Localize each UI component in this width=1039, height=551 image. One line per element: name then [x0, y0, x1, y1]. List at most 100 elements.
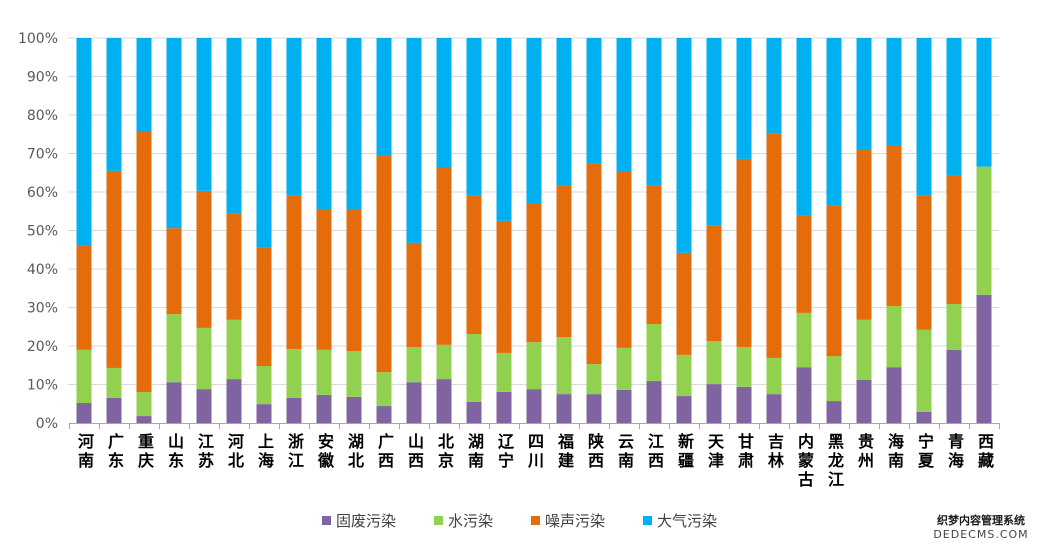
x-tick-label: 广东	[105, 433, 124, 471]
x-tick-label: 新疆	[675, 433, 694, 471]
bar-segment-s3-c17	[586, 38, 602, 164]
bar-segment-s1-c11	[406, 347, 422, 383]
legend-item-water: 水污染	[433, 510, 493, 531]
x-tick-label: 河北	[225, 433, 244, 471]
bar-segment-s2-c15	[526, 203, 542, 343]
bar-segment-s0-c26	[856, 379, 872, 423]
x-tick-label: 陕西	[585, 433, 604, 471]
bar-segment-s2-c22	[736, 158, 752, 348]
bar-segment-s3-c25	[826, 38, 842, 206]
bar-segment-s1-c13	[466, 334, 482, 402]
bar-segment-s3-c28	[916, 38, 932, 196]
bar-segment-s1-c14	[496, 352, 512, 392]
y-tick-label: 0%	[36, 416, 58, 432]
bar-segment-s3-c18	[616, 38, 632, 172]
bar-segment-s3-c7	[286, 38, 302, 196]
legend-item-air: 大气污染	[643, 510, 717, 531]
legend-swatch-solid-waste	[321, 516, 331, 525]
bar-segment-s0-c16	[556, 394, 572, 423]
bar-segment-s0-c10	[376, 406, 392, 423]
bar-segment-s2-c17	[586, 163, 602, 365]
bar-segment-s1-c26	[856, 319, 872, 380]
bar-segment-s3-c3	[166, 38, 182, 229]
legend-item-noise: 噪声污染	[531, 510, 605, 531]
bar-segment-s0-c23	[766, 394, 782, 423]
bar-segment-s2-c20	[676, 252, 692, 355]
bar-segment-s1-c16	[556, 337, 572, 395]
bar-segment-s3-c1	[106, 38, 122, 171]
legend-swatch-noise	[531, 516, 540, 525]
bar-segment-s3-c14	[496, 38, 512, 221]
bar-segment-s0-c3	[166, 382, 182, 423]
x-tick-label: 吉林	[765, 433, 784, 471]
bar-segment-s0-c14	[496, 391, 512, 423]
y-tick-label: 50%	[27, 224, 58, 240]
x-tick-label: 西藏	[975, 433, 994, 471]
bar-segment-s2-c5	[226, 213, 242, 320]
bar-segment-s0-c1	[106, 397, 122, 423]
bar-segment-s3-c16	[556, 38, 572, 186]
bar-segment-s0-c7	[286, 397, 302, 423]
x-tick-label: 山东	[165, 433, 184, 471]
bar-segment-s1-c22	[736, 347, 752, 387]
bar-segment-s3-c5	[226, 38, 242, 214]
x-tick-label: 四川	[525, 433, 544, 471]
bar-segment-s2-c12	[436, 166, 452, 345]
x-tick-label: 山西	[405, 433, 424, 471]
legend-label-solid-waste: 固废污染	[335, 512, 396, 530]
legend-swatch-water	[433, 516, 443, 525]
x-tick-label: 湖南	[465, 433, 484, 471]
x-tick-label: 青海	[945, 433, 964, 471]
bar-segment-s2-c19	[646, 185, 662, 325]
bar-segment-s3-c4	[196, 38, 212, 191]
x-tick-label: 浙江	[285, 433, 304, 471]
bar-segment-s3-c9	[346, 38, 362, 209]
bar-segment-s0-c29	[946, 349, 962, 423]
watermark-line2: DEDECMS.COM	[933, 528, 1029, 541]
legend: 固废污染 水污染 噪声污染 大气污染	[0, 510, 1039, 531]
bar-segment-s3-c19	[646, 38, 662, 186]
bar-segment-s3-c22	[736, 38, 752, 159]
bar-segment-s2-c1	[106, 170, 122, 368]
y-tick-label: 10%	[27, 378, 58, 394]
x-tick-label: 海南	[885, 433, 904, 471]
bar-segment-s2-c16	[556, 185, 572, 338]
bar-segment-s3-c11	[406, 38, 422, 243]
y-tick-label: 100%	[18, 31, 58, 47]
bar-segment-s1-c8	[316, 349, 332, 395]
bar-segment-s0-c15	[526, 389, 542, 423]
x-tick-label: 甘肃	[735, 433, 754, 471]
bar-segment-s2-c29	[946, 175, 962, 305]
x-tick-label: 辽宁	[495, 433, 514, 471]
y-tick-label: 90%	[27, 70, 58, 86]
bar-segment-s0-c27	[886, 367, 902, 423]
bar-segment-s0-c28	[916, 411, 932, 423]
bar-segment-s3-c15	[526, 38, 542, 204]
bar-segment-s2-c21	[706, 225, 722, 341]
x-tick-label: 江苏	[195, 433, 214, 471]
y-tick-label: 30%	[27, 301, 58, 317]
bar-segment-s3-c23	[766, 38, 782, 134]
bar-segment-s1-c7	[286, 349, 302, 398]
bar-segment-s2-c11	[406, 242, 422, 348]
bar-segment-s0-c21	[706, 384, 722, 423]
x-tick-label: 上海	[255, 433, 274, 471]
bar-segment-s0-c30	[976, 294, 992, 423]
bar-segment-s3-c2	[136, 38, 152, 132]
bar-segment-s3-c30	[976, 38, 992, 167]
bar-segment-s3-c27	[886, 38, 902, 146]
x-tick-label: 北京	[435, 433, 454, 471]
bar-segment-s2-c13	[466, 195, 482, 335]
y-tick-label: 20%	[27, 339, 58, 355]
bar-segment-s0-c19	[646, 381, 662, 423]
bar-segment-s0-c11	[406, 382, 422, 423]
x-tick-label: 内蒙古	[795, 433, 814, 490]
bar-segment-s3-c6	[256, 38, 272, 248]
legend-label-water: 水污染	[447, 512, 493, 530]
bar-segment-s2-c7	[286, 195, 302, 350]
bar-segment-s2-c24	[796, 215, 812, 313]
bar-segment-s2-c18	[616, 171, 632, 348]
bar-segment-s2-c10	[376, 155, 392, 373]
